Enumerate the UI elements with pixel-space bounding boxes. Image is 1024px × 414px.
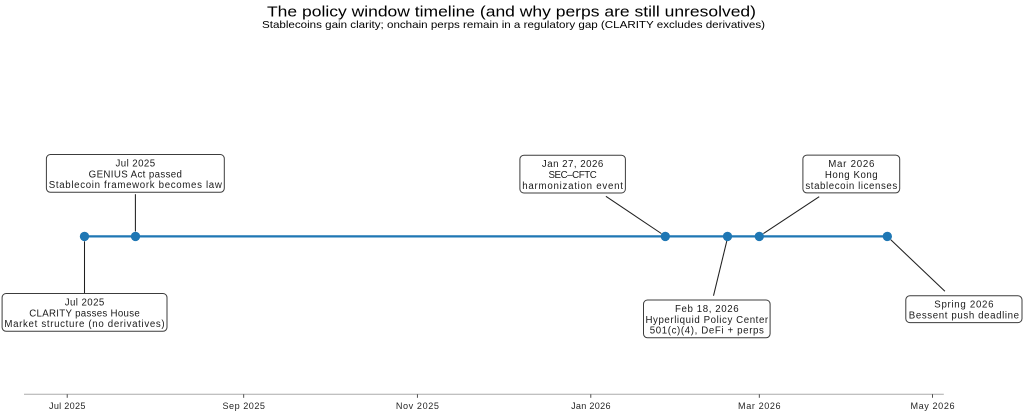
svg-text:Spring 2026: Spring 2026: [934, 300, 993, 311]
svg-text:Jan 2026: Jan 2026: [571, 401, 610, 411]
svg-text:GENIUS Act passed: GENIUS Act passed: [89, 169, 182, 180]
svg-text:Stablecoins gain clarity; onch: Stablecoins gain clarity; onchain perps …: [262, 20, 765, 31]
svg-text:harmonization event: harmonization event: [522, 181, 623, 192]
svg-text:CLARITY passes House: CLARITY passes House: [29, 308, 140, 319]
svg-text:Nov 2025: Nov 2025: [396, 401, 439, 411]
svg-text:Bessent push deadline: Bessent push deadline: [909, 311, 1019, 322]
svg-text:Sep 2025: Sep 2025: [222, 401, 265, 411]
svg-text:Hong Kong: Hong Kong: [825, 170, 878, 181]
svg-text:Stablecoin framework becomes l: Stablecoin framework becomes law: [49, 180, 223, 191]
svg-text:Hyperliquid Policy Center: Hyperliquid Policy Center: [645, 315, 768, 326]
svg-text:SEC–CFTC: SEC–CFTC: [548, 170, 596, 181]
svg-text:Jul 2025: Jul 2025: [49, 401, 85, 411]
svg-text:Feb 18, 2026: Feb 18, 2026: [675, 304, 739, 315]
svg-text:May 2026: May 2026: [910, 401, 954, 411]
svg-text:stablecoin licenses: stablecoin licenses: [805, 181, 897, 192]
svg-text:501(c)(4), DeFi + perps: 501(c)(4), DeFi + perps: [650, 326, 764, 337]
svg-text:Jan 27, 2026: Jan 27, 2026: [542, 159, 603, 170]
svg-text:Jul 2025: Jul 2025: [65, 297, 105, 308]
svg-text:Mar 2026: Mar 2026: [738, 401, 781, 411]
svg-text:The policy window timeline (an: The policy window timeline (and why perp…: [267, 4, 756, 21]
svg-text:Mar 2026: Mar 2026: [828, 159, 874, 170]
svg-text:Jul 2025: Jul 2025: [116, 158, 156, 169]
svg-text:Market structure (no derivativ: Market structure (no derivatives): [4, 319, 164, 330]
